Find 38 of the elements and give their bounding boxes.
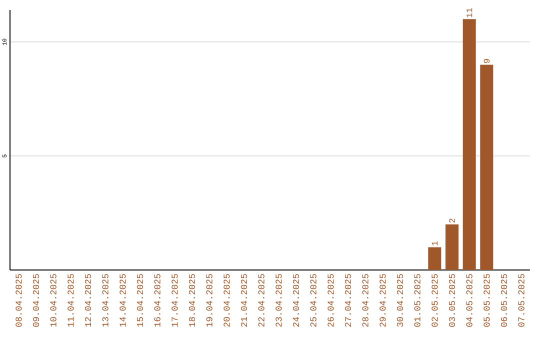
- x-tick-label: 25.04.2025: [310, 274, 316, 327]
- x-tick-label: 18.04.2025: [188, 274, 196, 327]
- x-tick-label: 27.04.2025: [344, 274, 352, 327]
- x-tick-label: 08.04.2025: [16, 274, 22, 327]
- x-tick-label: 10.04.2025: [50, 274, 56, 327]
- data-label: 1: [432, 241, 438, 246]
- x-tick-label: 03.05.2025: [448, 274, 456, 327]
- x-tick-label: 21.04.2025: [240, 274, 248, 327]
- x-tick-label: 16.04.2025: [154, 274, 160, 327]
- x-tick-label: 14.04.2025: [120, 274, 126, 327]
- data-label: 2: [449, 218, 455, 223]
- x-tick-label: 04.05.2025: [466, 274, 472, 327]
- data-label: 9: [484, 59, 490, 63]
- x-tick-label: 02.05.2025: [432, 274, 438, 327]
- bar: [462, 19, 476, 270]
- x-tick-label: 22.04.2025: [258, 274, 264, 327]
- x-tick-label: 19.04.2025: [206, 274, 212, 327]
- x-tick-label: 11.04.2025: [68, 274, 74, 327]
- x-tick-label: 24.04.2025: [292, 274, 300, 327]
- x-tick-label: 28.04.2025: [362, 274, 368, 327]
- x-tick-label: 01.05.2025: [414, 274, 420, 327]
- x-tick-label: 06.05.2025: [500, 274, 508, 327]
- x-tick-label: 05.05.2025: [484, 274, 490, 327]
- x-tick-label: 12.04.2025: [84, 274, 92, 327]
- x-tick-label: 26.04.2025: [328, 274, 334, 327]
- data-label: 11: [466, 8, 472, 18]
- x-tick-label: 13.04.2025: [102, 274, 108, 327]
- x-tick-label: 17.04.2025: [172, 274, 178, 327]
- bar: [446, 224, 459, 270]
- x-tick-label: 29.04.2025: [380, 274, 386, 327]
- x-tick-label: 30.04.2025: [396, 274, 404, 327]
- bar: [428, 247, 442, 270]
- x-tick-label: 07.05.2025: [518, 274, 524, 327]
- x-tick-label: 09.04.2025: [32, 274, 40, 327]
- x-tick-label: 20.04.2025: [224, 274, 230, 327]
- bar: [480, 64, 494, 270]
- x-tick-label: 23.04.2025: [276, 274, 282, 327]
- x-tick-label: 15.04.2025: [136, 274, 144, 327]
